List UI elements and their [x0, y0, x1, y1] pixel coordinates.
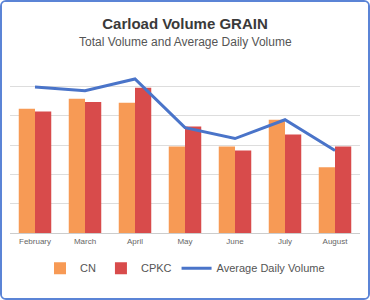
- svg-text:July: July: [278, 237, 292, 246]
- svg-text:February: February: [19, 237, 51, 246]
- svg-text:CPKC: CPKC: [141, 262, 172, 274]
- svg-text:Average Daily Volume: Average Daily Volume: [217, 262, 325, 274]
- svg-text:April: April: [127, 237, 143, 246]
- svg-text:CN: CN: [80, 262, 96, 274]
- svg-text:Carload Volume GRAIN: Carload Volume GRAIN: [102, 15, 268, 32]
- svg-text:June: June: [226, 237, 244, 246]
- svg-text:August: August: [323, 237, 349, 246]
- svg-text:May: May: [177, 237, 192, 246]
- svg-text:March: March: [74, 237, 96, 246]
- svg-text:Total Volume and Average Daily: Total Volume and Average Daily Volume: [79, 35, 292, 49]
